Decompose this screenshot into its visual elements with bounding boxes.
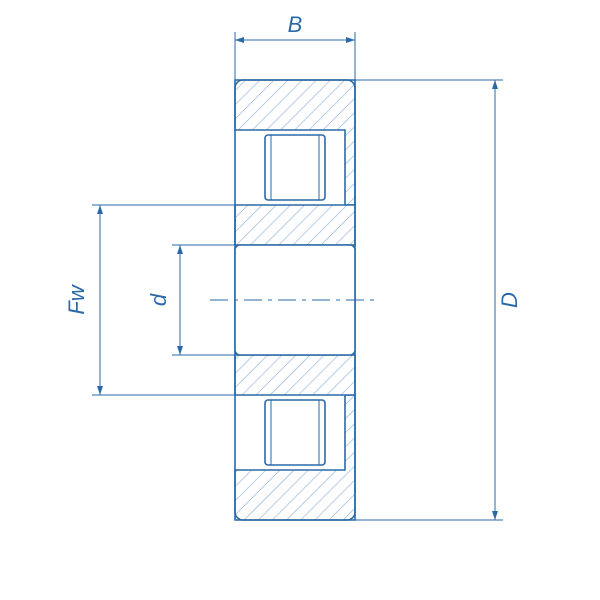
label-d: d xyxy=(146,293,171,306)
label-Fw: Fw xyxy=(64,283,89,314)
label-D: D xyxy=(497,292,522,308)
label-B: B xyxy=(288,12,303,37)
roller-lower xyxy=(265,400,325,465)
inner-ring-upper xyxy=(235,205,355,245)
bearing-section-drawing: B Dd Fw xyxy=(0,0,600,600)
roller-upper xyxy=(265,135,325,200)
inner-ring-lower xyxy=(235,355,355,395)
